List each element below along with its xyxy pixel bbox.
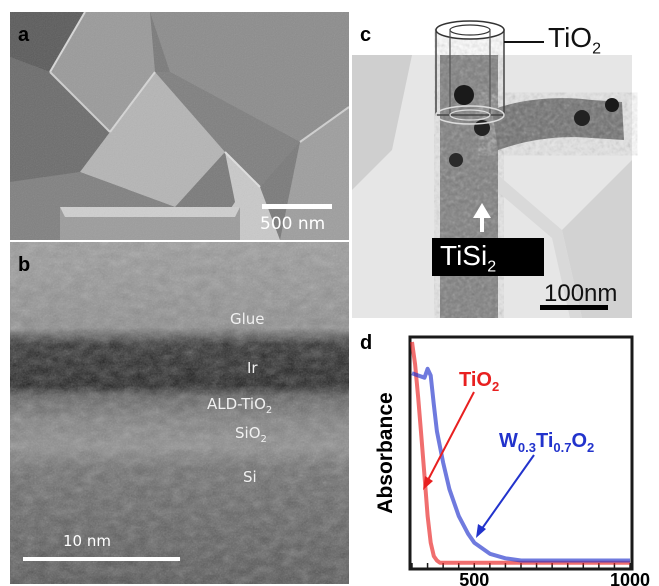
panel-b-tem-image: b Glue Ir ALD-TiO2 SiO2 Si 10 nm [10,242,349,584]
x-tick-label: 500 [459,570,489,586]
layer-label-ir: Ir [247,359,258,377]
tem-layer-stack-image [10,242,349,584]
panel-d-label: d [360,332,373,354]
shell-label-tio2: TiO2 [548,22,601,59]
shell-label-sub: 2 [592,40,601,58]
annotation-arrowhead-tio2 [423,476,433,490]
layer-label-ald-tio2-main: ALD-TiO [207,395,266,413]
layer-label-ald-tio2-sub: 2 [265,405,273,416]
layer-label-sio2-sub: 2 [260,434,267,445]
panel-c-scale-bar-label: 100nm [544,280,618,307]
panel-b-scale-bar [23,557,180,561]
core-label-main: TiSi [440,240,488,271]
nanowire-heterostructure-image [352,20,632,318]
series-layer [410,341,630,565]
x-tick-label: 1000 [610,570,650,586]
core-label-tisi2: TiSi2 [440,240,496,277]
panel-a-scale-bar [262,204,332,209]
annotation-arrow-wtio2 [480,454,535,531]
series-line-tio2 [410,341,630,565]
panel-c-tem-image: c TiO2 TiSi2 100nm [352,0,659,318]
series-label-tio2: TiO2 [459,369,499,394]
annotation-arrow-tio2 [427,391,475,481]
layer-label-glue: Glue [230,310,265,328]
panel-a-sem-image: a 500 nm [10,12,349,240]
y-axis-label: Absorbance [374,392,397,513]
layer-label-sio2: SiO2 [235,424,267,445]
panel-a-scale-bar-label: 500 nm [260,214,326,234]
series-line-wtio2 [411,366,630,563]
absorbance-chart: Absorbance 500 1000 TiO2 W0.3Ti0.7O2 [374,335,650,586]
layer-label-sio2-main: SiO [235,424,261,442]
shell-label-main: TiO [548,22,593,53]
panel-c-label: c [360,24,372,46]
layer-label-si: Si [243,468,257,486]
x-tick-labels: 500 1000 [459,570,650,586]
panel-a-label: a [18,24,30,46]
layer-label-ald-tio2: ALD-TiO2 [207,395,272,416]
core-label-sub: 2 [487,258,497,276]
annotation-arrowhead-wtio2 [476,524,486,538]
series-label-wtio2: W0.3Ti0.7O2 [499,430,594,455]
panel-b-scale-bar-label: 10 nm [63,532,111,550]
panel-b-label: b [18,254,31,276]
